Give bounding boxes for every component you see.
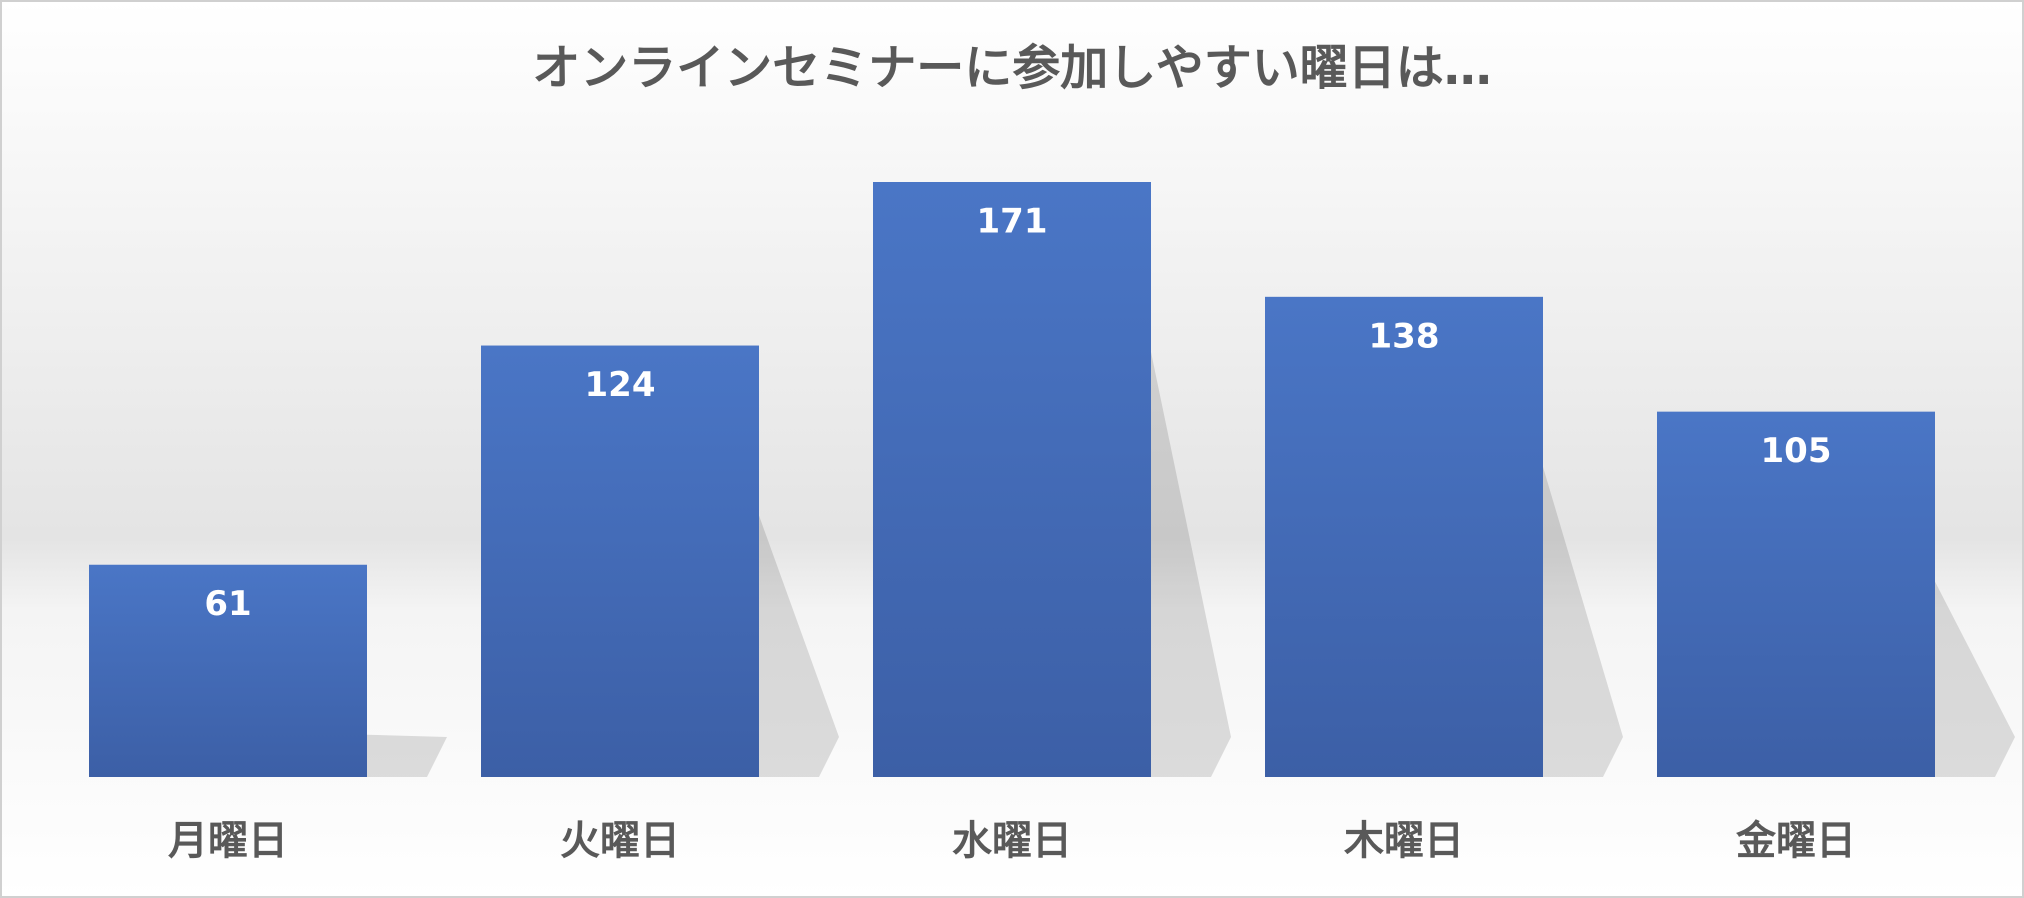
bar-shadow [759, 515, 839, 777]
x-tick-label: 金曜日 [1735, 818, 1856, 864]
data-label: 171 [977, 202, 1048, 242]
data-label: 124 [585, 365, 656, 405]
chart-title: オンラインセミナーに参加しやすい曜日は… [532, 40, 1492, 96]
bar-shadow [1543, 466, 1623, 777]
bar [89, 564, 367, 777]
data-label: 138 [1369, 316, 1440, 356]
data-label: 105 [1761, 431, 1832, 471]
x-tick-label: 月曜日 [168, 818, 288, 864]
x-tick-label: 木曜日 [1344, 818, 1464, 864]
x-tick-label: 火曜日 [560, 818, 680, 864]
bar [1265, 296, 1543, 777]
bar [481, 345, 759, 777]
bar-shadow [1151, 352, 1231, 777]
bar [1657, 411, 1935, 777]
bar-shadow [367, 734, 447, 777]
x-tick-label: 水曜日 [952, 818, 1072, 864]
bar-shadow [1935, 581, 2015, 777]
data-label: 61 [204, 584, 251, 624]
bar [873, 182, 1151, 777]
